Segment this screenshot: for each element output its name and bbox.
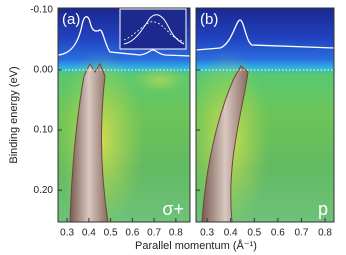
x-tick-label: 0.3 — [60, 228, 74, 239]
panel-label: (a) — [62, 11, 80, 28]
x-tick-label: 0.5 — [247, 228, 261, 239]
x-tick-label: 0.8 — [169, 228, 183, 239]
panel-frame — [195, 7, 335, 223]
x-tick-label: 0.7 — [147, 228, 161, 239]
polarization-label: p — [318, 199, 328, 219]
x-tick-label: 0.7 — [294, 228, 308, 239]
x-tick-label: 0.6 — [271, 228, 285, 239]
x-tick-label: 0.8 — [318, 228, 332, 239]
panel-frame — [57, 7, 191, 223]
y-tick-label: 0.10 — [34, 125, 54, 136]
x-tick-label: 0.5 — [104, 228, 118, 239]
x-axis-label: Parallel momentum (Å⁻¹) — [135, 239, 257, 252]
panel-label: (b) — [200, 11, 218, 28]
panel-a-map — [58, 8, 190, 222]
y-tick-label: -0.10 — [30, 4, 53, 15]
x-tick-label: 0.4 — [224, 228, 238, 239]
x-tick-label: 0.3 — [200, 228, 214, 239]
polarization-label: σ+ — [162, 199, 184, 219]
panel-b-map — [196, 8, 334, 222]
x-tick-label: 0.6 — [125, 228, 139, 239]
y-axis-label: Binding energy (eV) — [8, 66, 20, 163]
y-tick-label: 0.00 — [34, 65, 54, 76]
y-tick-label: 0.20 — [34, 185, 54, 196]
x-tick-label: 0.4 — [82, 228, 96, 239]
